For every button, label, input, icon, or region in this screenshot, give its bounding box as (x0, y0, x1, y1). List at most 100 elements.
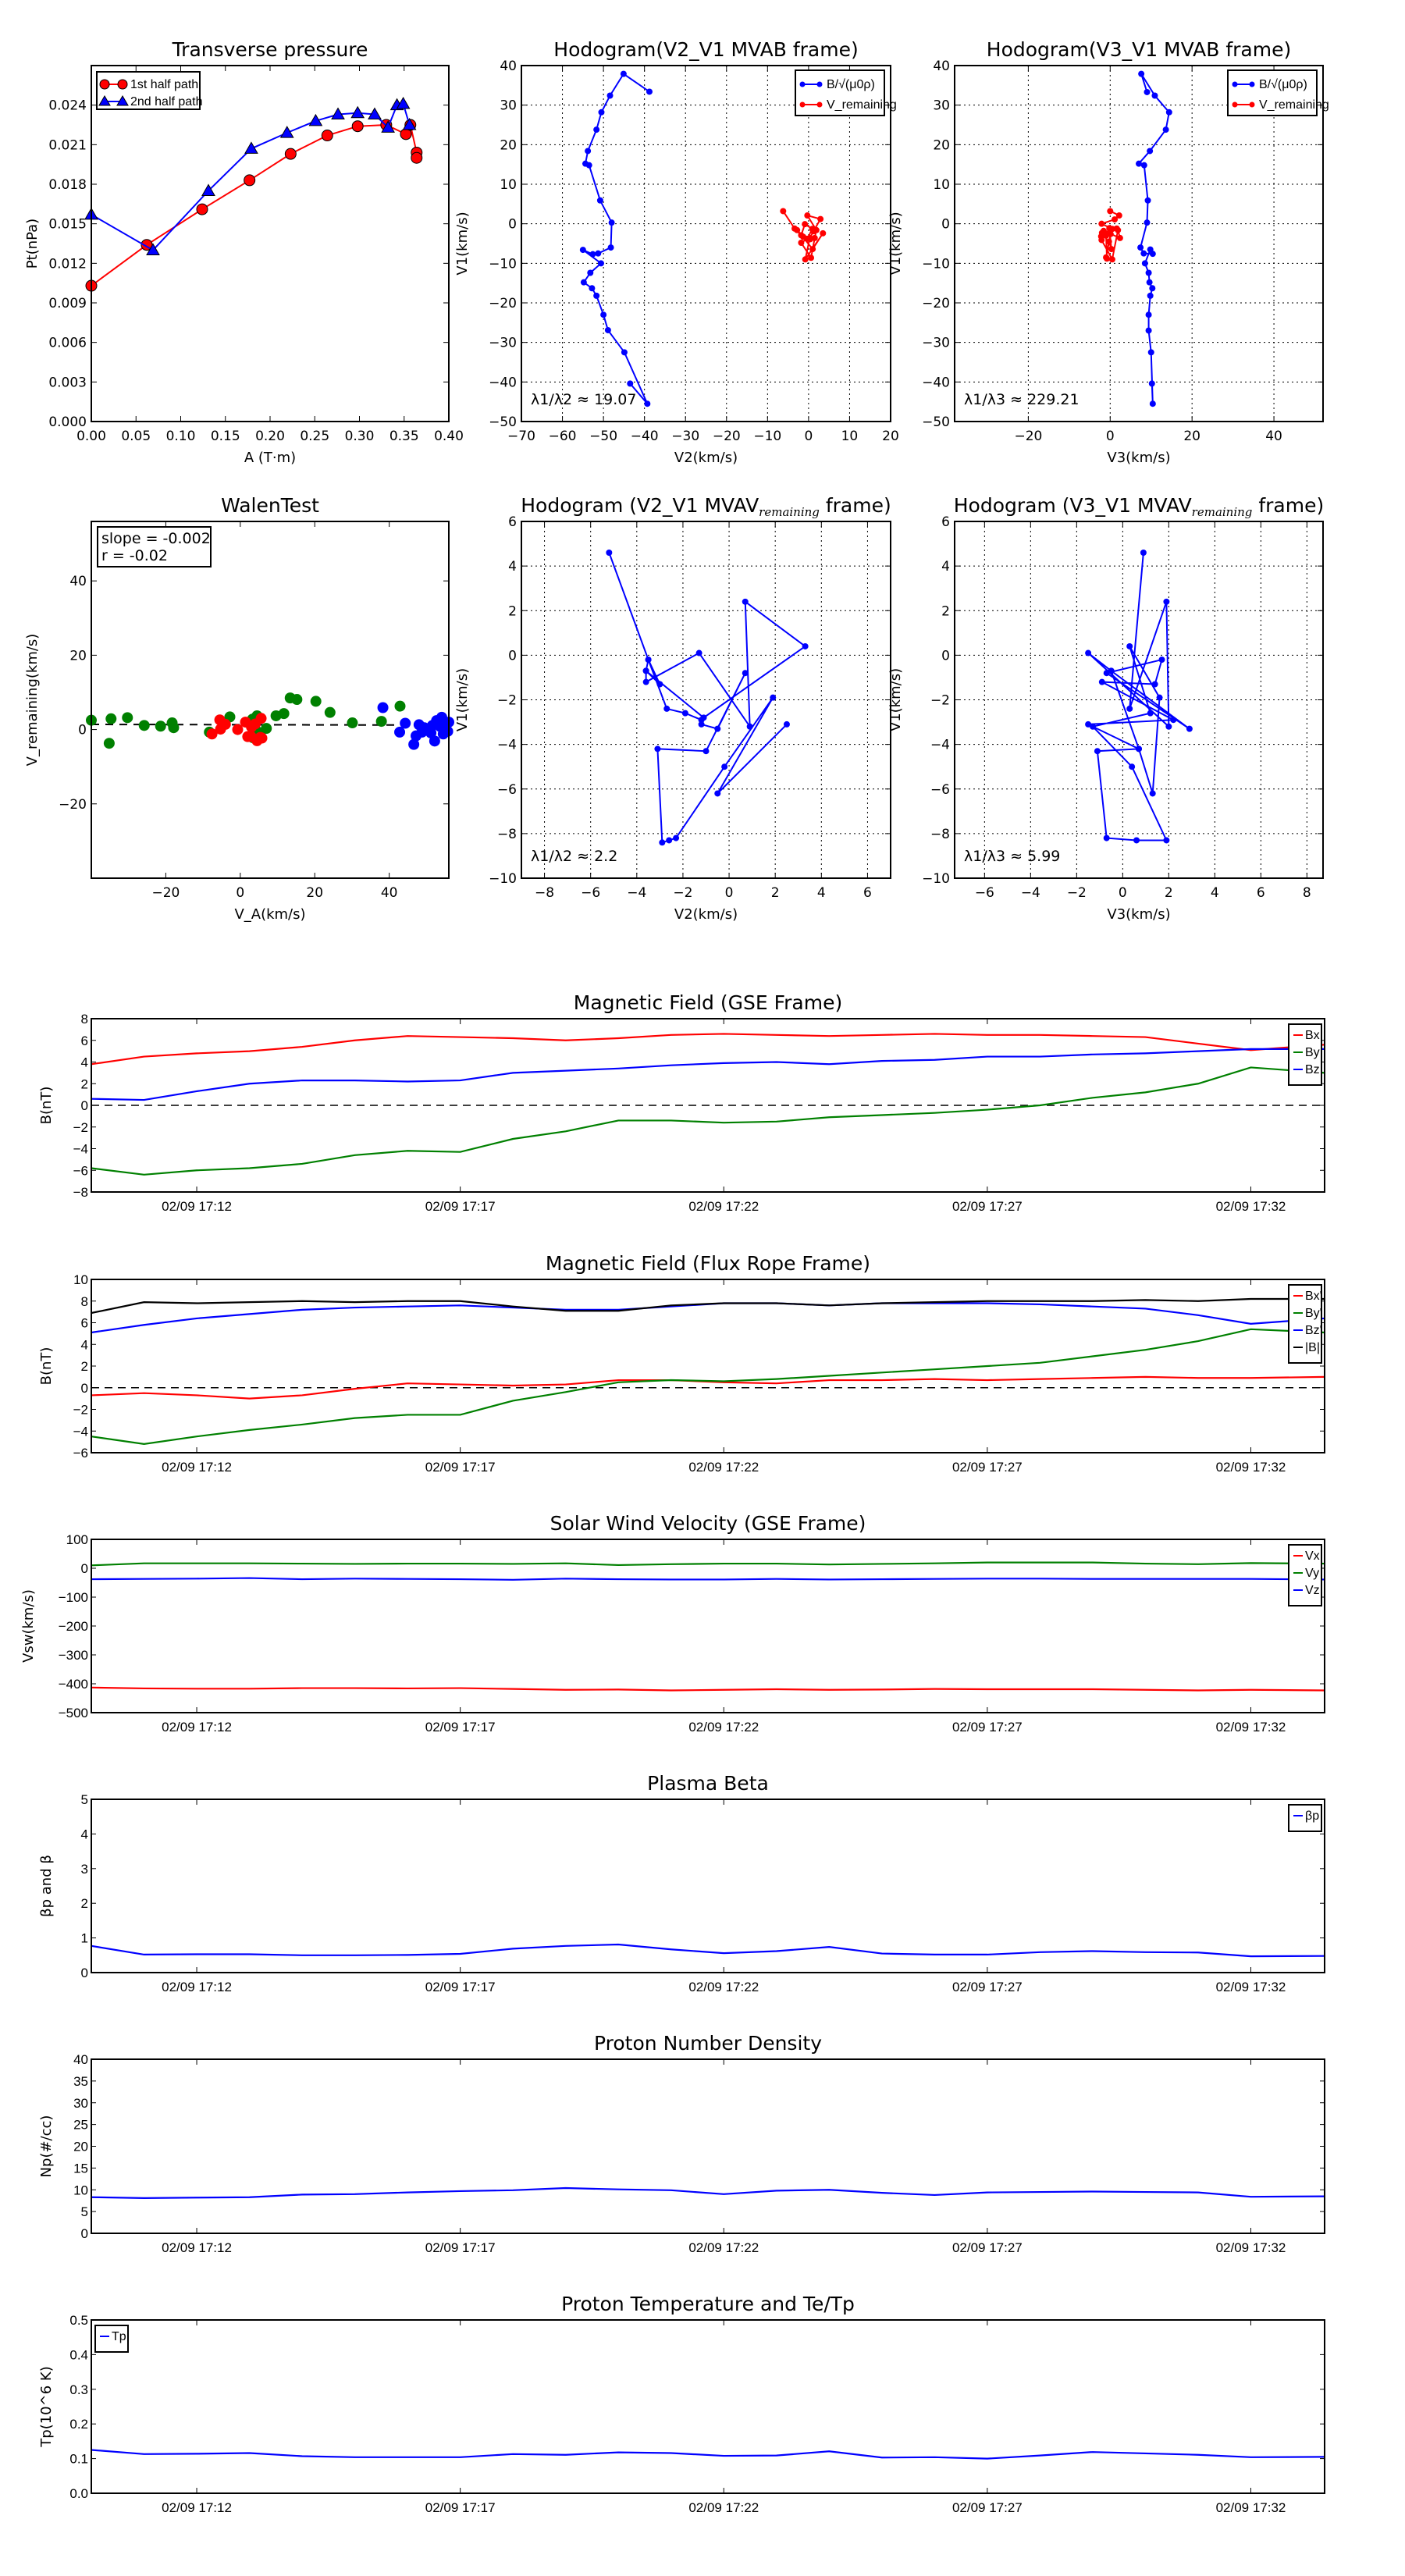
y-tick-label: 4 (81, 1827, 88, 1841)
x-tick-label: 40 (381, 885, 398, 901)
legend-label: Bx' (1305, 1290, 1322, 1303)
x-tick-label: 0 (1119, 885, 1127, 901)
data-point (1140, 162, 1147, 169)
data-point (279, 126, 294, 138)
x-tick-label: 02/09 17:17 (425, 2500, 496, 2515)
data-point (621, 349, 628, 356)
chart-magnetic-field-flux-rope: Magnetic Field (Flux Rope Frame) 02/09 17… (38, 1252, 1325, 1475)
data-point (802, 642, 809, 649)
x-tick-label: 02/09 17:22 (688, 2500, 759, 2515)
plot-frame (91, 1799, 1325, 1973)
y-tick-label: 20 (933, 137, 950, 153)
x-tick-label: −20 (1014, 429, 1042, 444)
data-point (1137, 244, 1144, 251)
y-tick-label: 4 (941, 559, 950, 575)
data-point (1149, 790, 1156, 797)
y-tick-label: −10 (489, 871, 517, 887)
scatter-point-blue (400, 717, 411, 729)
data-point (598, 109, 605, 116)
series-line-Vx (91, 1686, 1325, 1692)
x-tick-label: 6 (863, 885, 872, 901)
y-tick-label: 20 (69, 648, 87, 664)
y-tick-label: 1 (81, 1931, 88, 1946)
plot-frame (91, 1539, 1325, 1713)
legend-box (94, 2325, 129, 2353)
data-point (1147, 246, 1154, 253)
x-tick-label: 02/09 17:27 (952, 1720, 1023, 1735)
data-point (1158, 656, 1165, 664)
data-point (1186, 725, 1193, 732)
y-tick-label: 6 (81, 1034, 88, 1048)
data-point (1144, 88, 1151, 95)
data-point (620, 70, 627, 77)
data-point (1144, 197, 1151, 204)
x-tick-label: 4 (1211, 885, 1219, 901)
legend: 1st half path 2nd half path (96, 71, 203, 110)
y-tick-label: −2 (73, 1403, 88, 1418)
x-tick-label: −8 (535, 885, 554, 901)
y-tick-label: −200 (59, 1619, 88, 1634)
data-point (798, 239, 805, 246)
x-tick-label: 40 (1265, 429, 1282, 444)
y-tick-label: 0 (81, 1561, 88, 1576)
x-tick-label: 20 (306, 885, 323, 901)
y-tick-label: −6 (73, 1163, 88, 1178)
x-tick-label: 0.15 (211, 429, 240, 444)
legend: Vx Vy Vz (1288, 1544, 1322, 1606)
x-tick-label: −30 (671, 429, 699, 444)
y-axis-label: V1(km/s) (887, 668, 904, 731)
legend-marker (98, 95, 111, 106)
series-line-Bx (91, 1033, 1325, 1066)
data-point (600, 311, 607, 318)
x-tick-label: 02/09 17:22 (688, 2240, 759, 2255)
y-tick-label: −8 (73, 1185, 88, 1200)
x-tick-label: 6 (1257, 885, 1265, 901)
x-tick-label: 02/09 17:22 (688, 1460, 759, 1475)
data-point (721, 763, 728, 770)
data-point (1126, 642, 1133, 649)
y-tick-label: −100 (59, 1590, 88, 1605)
y-tick-label: −4 (930, 738, 950, 753)
y-tick-label: 0.5 (69, 2313, 88, 2328)
y-tick-label: 25 (73, 2118, 88, 2133)
data-point (244, 174, 256, 187)
data-point (351, 120, 364, 133)
y-tick-label: 6 (941, 514, 950, 530)
x-tick-label: 0 (804, 429, 813, 444)
legend-marker (1249, 101, 1255, 108)
data-point (1112, 216, 1119, 223)
y-tick-label: 10 (933, 177, 950, 193)
y-tick-label: 5 (81, 1792, 88, 1807)
x-tick-label: 0.25 (300, 429, 329, 444)
data-point (1107, 208, 1114, 215)
data-point (1085, 649, 1092, 656)
x-tick-label: −10 (753, 429, 781, 444)
plot-frame (521, 65, 891, 422)
y-tick-label: 0 (78, 723, 87, 738)
stats-box (97, 526, 212, 568)
data-point (783, 720, 790, 728)
x-axis-label: V3(km/s) (1107, 450, 1170, 466)
legend-marker (1232, 101, 1238, 108)
legend: βp (1288, 1804, 1322, 1832)
data-point (1108, 667, 1115, 674)
plot-frame (91, 2058, 1325, 2234)
legend-label: |B| (1305, 1341, 1320, 1354)
data-point (579, 247, 586, 254)
data-point (1133, 837, 1140, 844)
y-tick-label: −30 (922, 336, 950, 351)
legend-marker (816, 81, 823, 87)
x-tick-label: 02/09 17:12 (162, 2240, 232, 2255)
data-point (1138, 70, 1145, 77)
data-point (698, 717, 705, 724)
data-point (1136, 745, 1142, 753)
y-tick-label: −6 (930, 782, 950, 798)
data-point (606, 549, 613, 556)
y-tick-label: 30 (500, 98, 517, 114)
data-point (597, 260, 604, 267)
data-point (1113, 225, 1120, 232)
x-tick-label: 02/09 17:32 (1216, 1199, 1286, 1214)
eigenvalue-ratio-annotation: λ1/λ2 ≈ 2.2 (531, 848, 617, 865)
data-point (196, 203, 208, 215)
data-point (800, 233, 807, 240)
